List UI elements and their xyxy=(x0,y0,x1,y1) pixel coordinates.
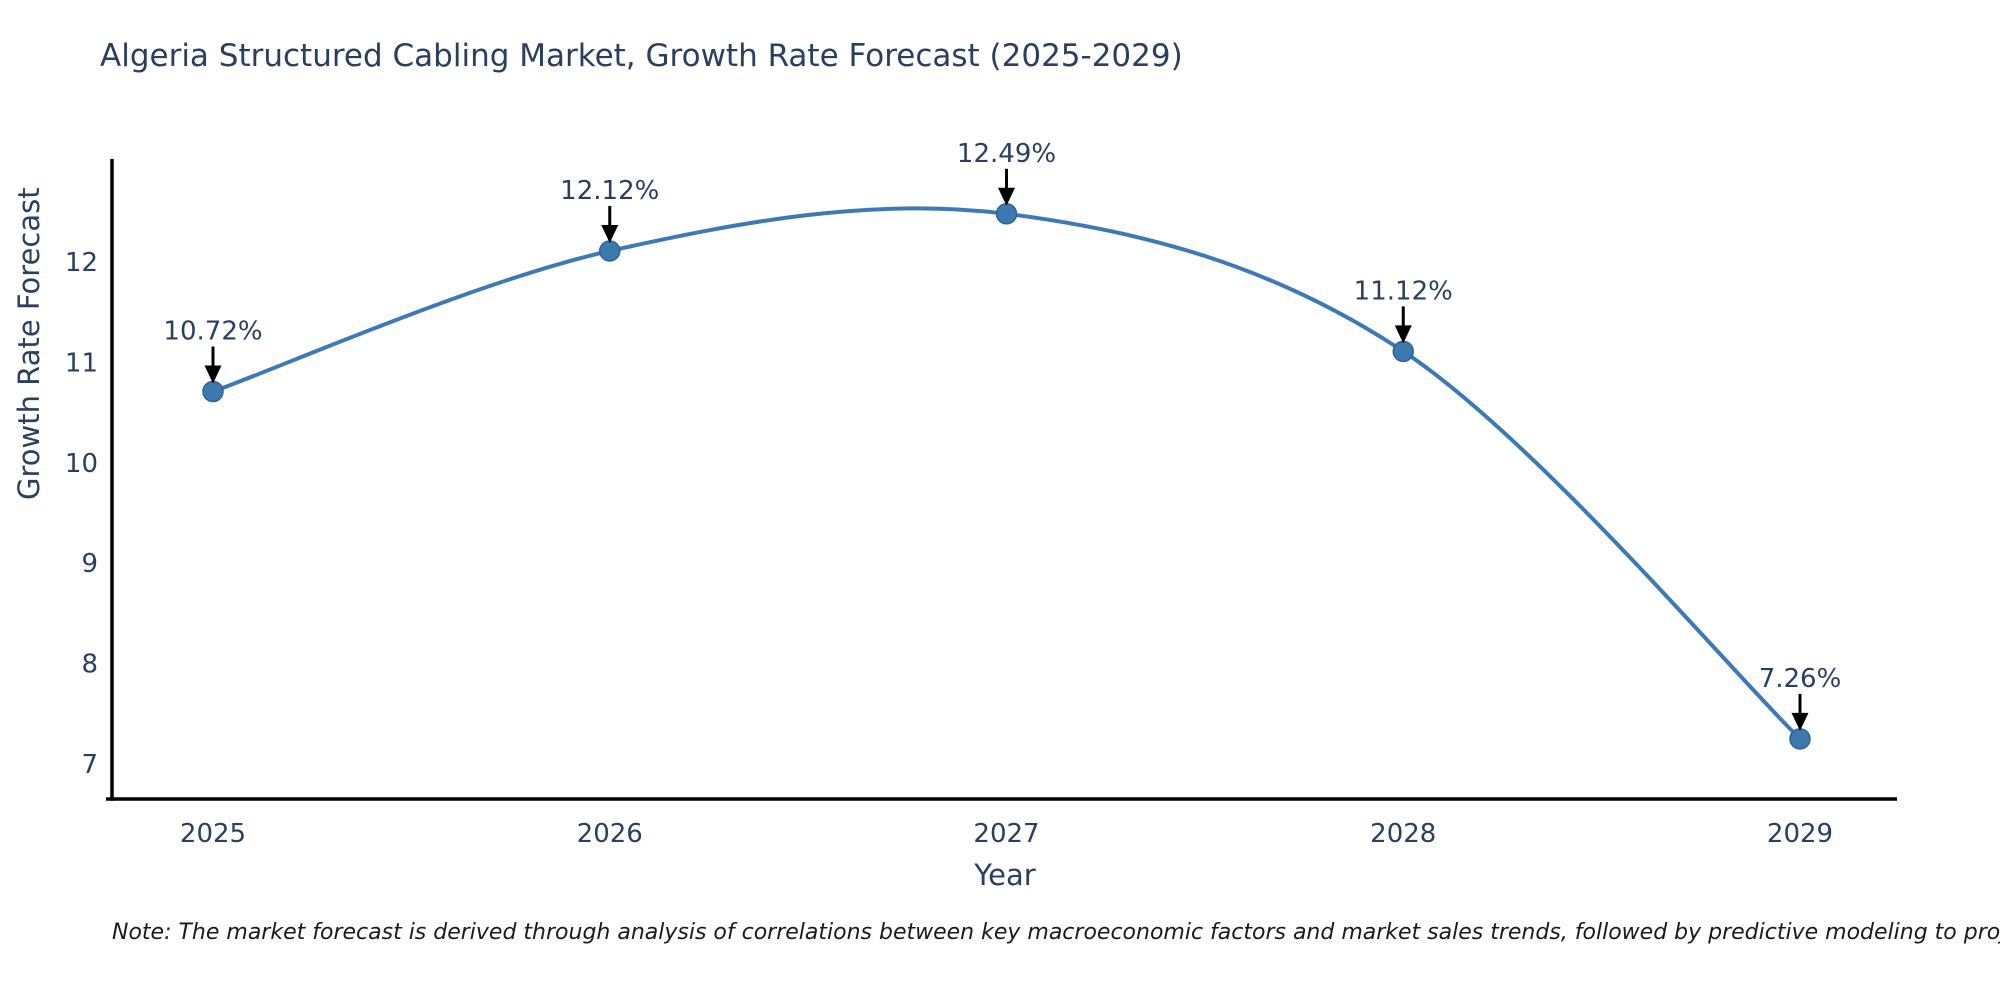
annotation-arrow-head-2025 xyxy=(204,365,222,384)
annotation-arrow-head-2027 xyxy=(998,187,1015,206)
chart-footnote: Note: The market forecast is derived thr… xyxy=(112,920,2000,945)
annotation-arrow-head-2028 xyxy=(1394,325,1412,344)
y-axis-title: Growth Rate Forecast xyxy=(12,187,46,500)
x-tick-label-2029: 2029 xyxy=(1767,819,1833,849)
x-tick-label-2027: 2027 xyxy=(973,819,1039,849)
data-point-marker-2026[interactable] xyxy=(599,240,621,262)
data-point-label-2029: 7.26% xyxy=(1759,664,1842,694)
chart-title: Algeria Structured Cabling Market, Growt… xyxy=(100,38,1183,74)
data-point-label-2025: 10.72% xyxy=(163,317,262,347)
x-axis-title: Year xyxy=(974,858,1036,892)
data-point-label-2028: 11.12% xyxy=(1354,276,1453,306)
data-point-marker-2025[interactable] xyxy=(202,380,224,403)
x-tick-label-2025: 2025 xyxy=(180,819,246,849)
y-tick-label-8: 8 xyxy=(81,650,98,680)
annotation-arrow-head-2026 xyxy=(601,224,619,243)
annotation-arrow-head-2029 xyxy=(1791,712,1809,731)
y-tick-label-12: 12 xyxy=(65,248,98,278)
data-point-marker-2028[interactable] xyxy=(1392,340,1414,363)
data-point-marker-2027[interactable] xyxy=(995,203,1018,225)
data-point-label-2027: 12.49% xyxy=(957,139,1056,169)
y-tick-label-10: 10 xyxy=(65,449,98,479)
forecast-spline-line xyxy=(211,206,1802,741)
y-tick-label-11: 11 xyxy=(65,348,98,378)
data-point-marker-2029[interactable] xyxy=(1789,728,1811,750)
data-point-label-2026: 12.12% xyxy=(560,176,659,206)
y-tick-label-7: 7 xyxy=(81,750,98,780)
x-tick-label-2026: 2026 xyxy=(577,819,643,849)
y-tick-label-9: 9 xyxy=(81,549,98,579)
x-tick-label-2028: 2028 xyxy=(1370,819,1436,849)
